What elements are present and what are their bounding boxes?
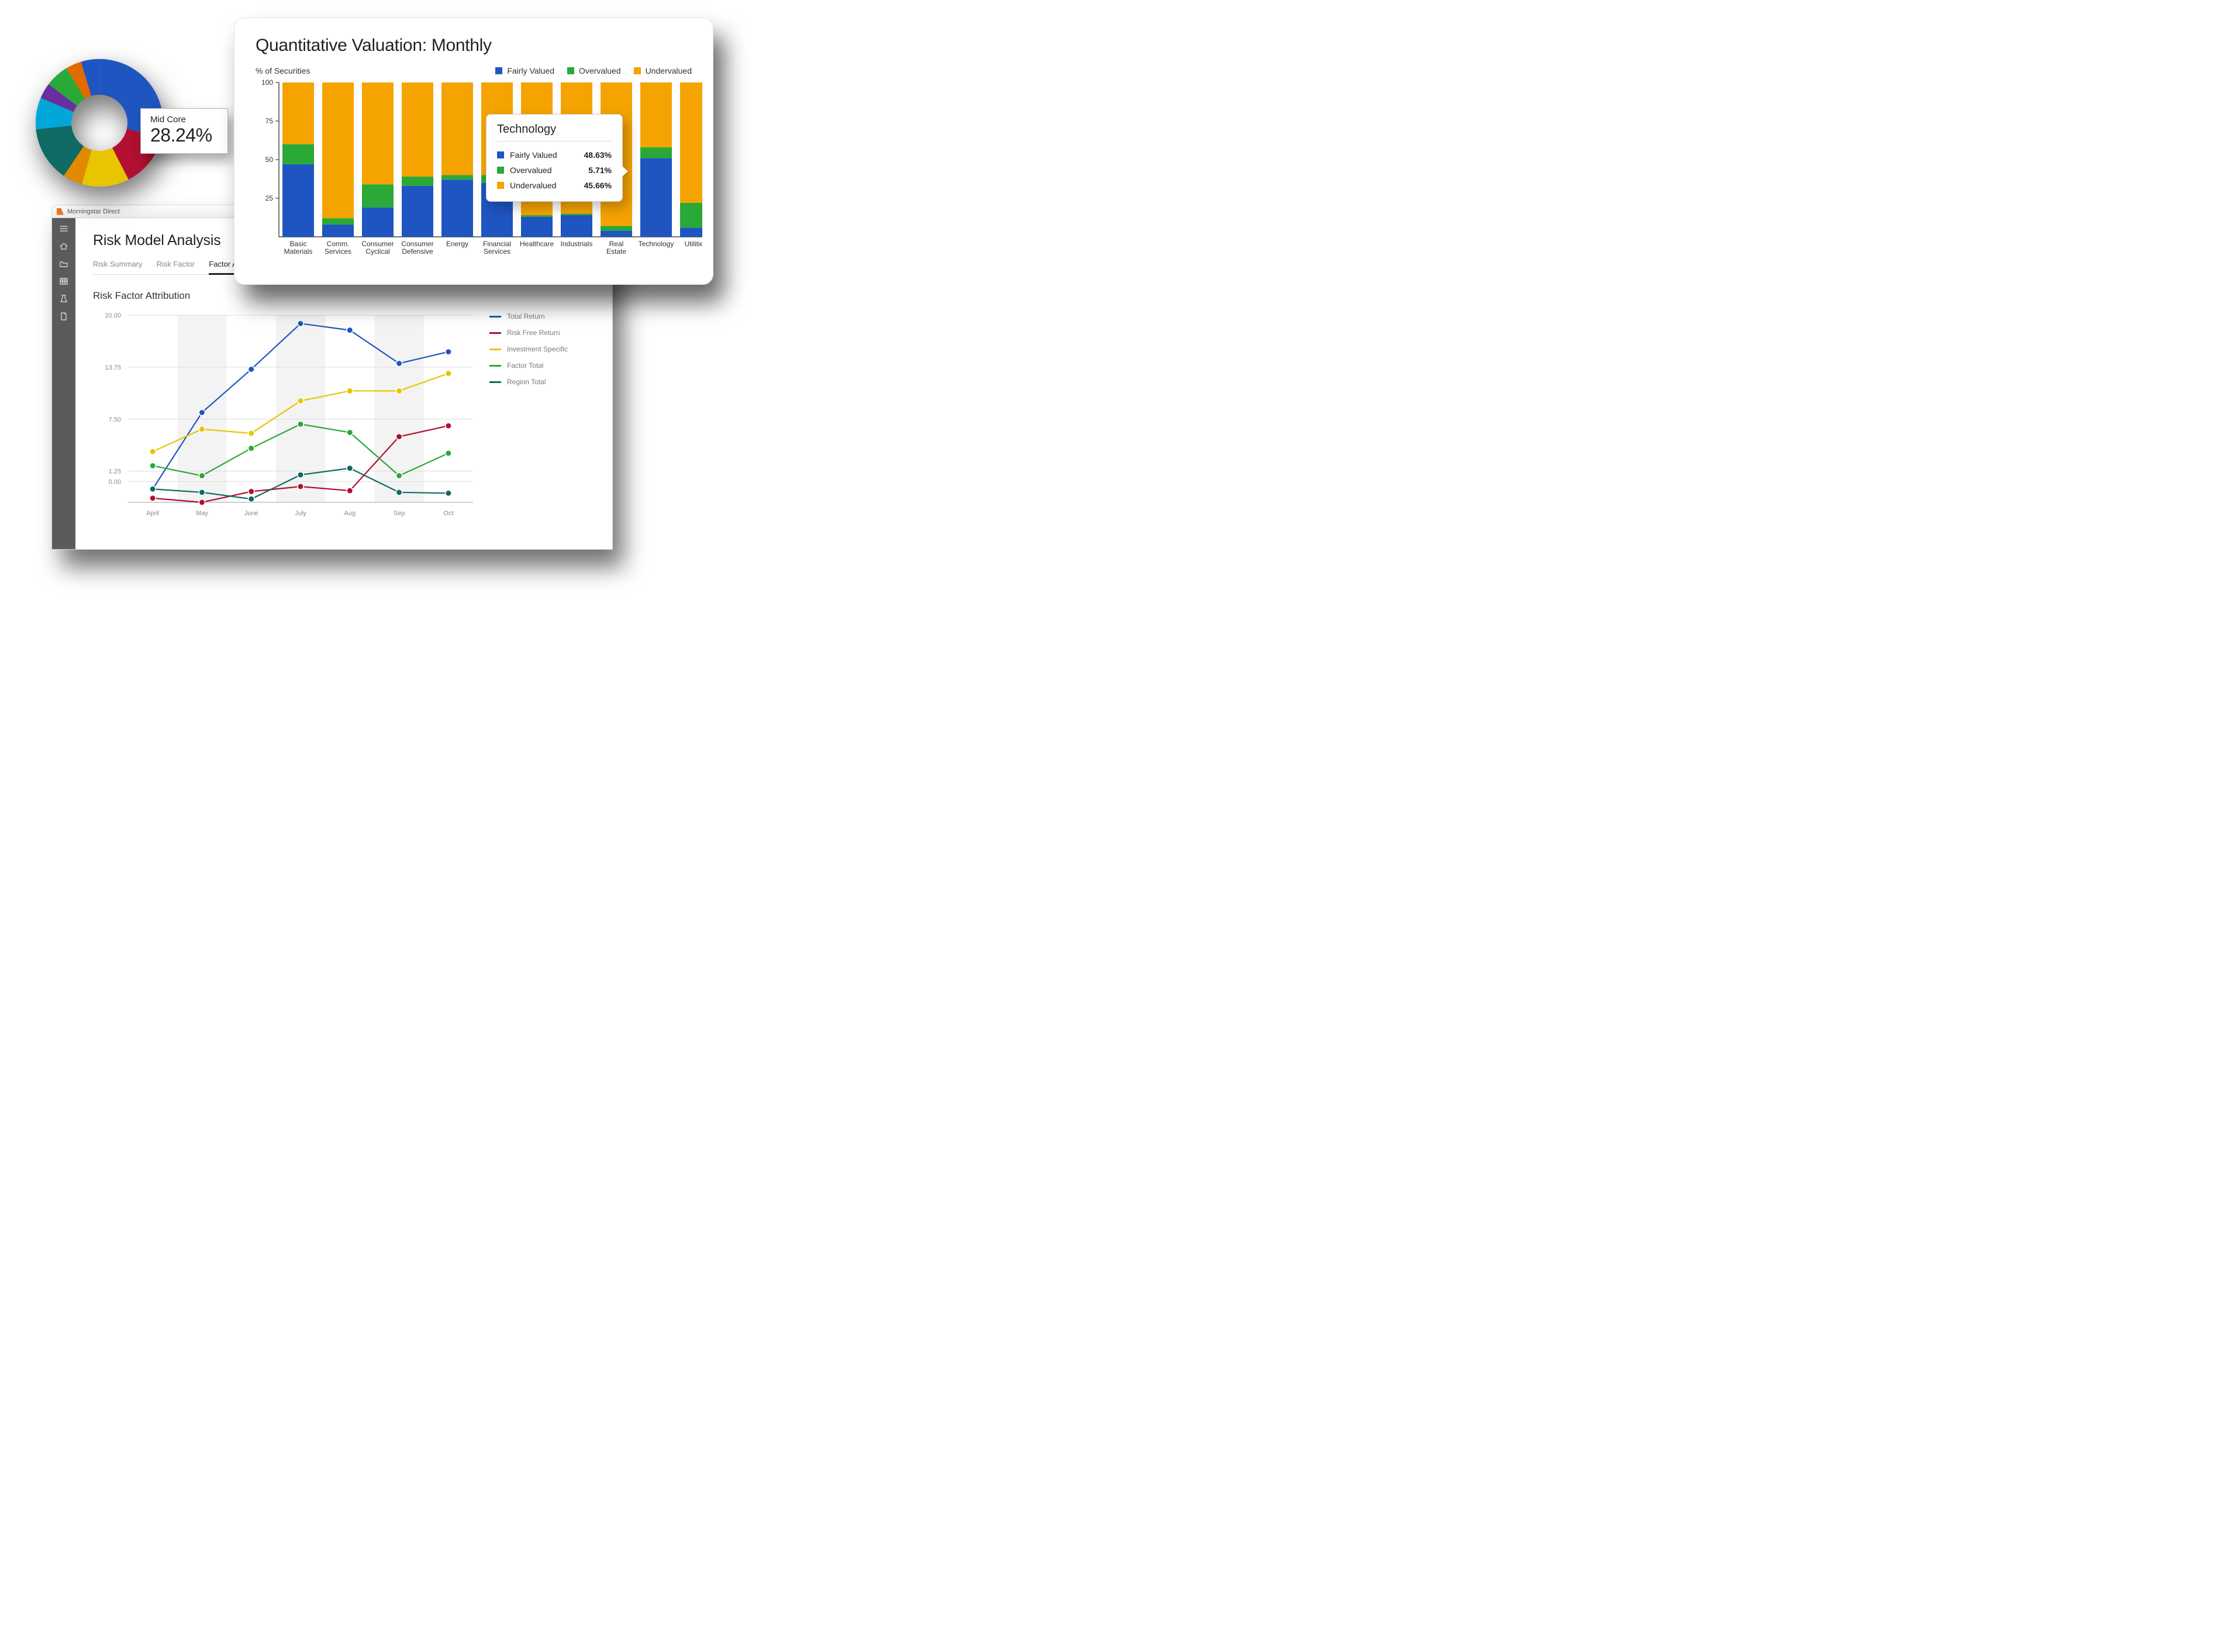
- svg-text:Consumer: Consumer: [361, 240, 394, 248]
- svg-text:20.00: 20.00: [105, 312, 121, 319]
- svg-text:Industrials: Industrials: [561, 240, 593, 248]
- legend-swatch: [489, 316, 501, 318]
- valuation-card: Quantitative Valuation: Monthly % of Sec…: [234, 18, 713, 285]
- tooltip-row: Overvalued 5.71%: [497, 163, 612, 178]
- svg-text:13.75: 13.75: [105, 364, 121, 371]
- svg-text:Sep: Sep: [394, 510, 405, 517]
- line-chart-legend: Total Return Risk Free Return Investment S…: [479, 306, 568, 534]
- legend-label: Fairly Valued: [507, 66, 554, 75]
- sidebar: [52, 218, 75, 549]
- tooltip-row-value: 5.71%: [588, 165, 612, 175]
- legend-item: Risk Free Return: [489, 329, 568, 337]
- legend-item: Region Total: [489, 378, 568, 386]
- svg-text:Healthcare: Healthcare: [520, 240, 554, 248]
- svg-text:Cyclical: Cyclical: [365, 247, 389, 256]
- legend-item: Investment Specific: [489, 345, 568, 353]
- tooltip-swatch: [497, 151, 504, 158]
- svg-text:May: May: [196, 510, 208, 517]
- svg-text:25: 25: [265, 194, 274, 202]
- tooltip-row-value: 48.63%: [584, 150, 612, 160]
- svg-text:Technology: Technology: [639, 240, 674, 248]
- tooltip-swatch: [497, 182, 504, 189]
- legend-item: Undervalued: [634, 66, 692, 75]
- svg-text:7.50: 7.50: [109, 416, 121, 423]
- tooltip-row: Undervalued 45.66%: [497, 178, 612, 193]
- legend-item: Factor Total: [489, 361, 568, 370]
- legend-item: Overvalued: [567, 66, 621, 75]
- flask-icon[interactable]: [59, 294, 68, 304]
- donut-chart: Mid Core 28.24%: [29, 53, 170, 193]
- tooltip-row-label: Overvalued: [510, 165, 552, 175]
- grid-icon[interactable]: [59, 277, 68, 286]
- morningstar-logo-icon: [57, 208, 64, 215]
- tooltip-row-label: Undervalued: [510, 181, 556, 190]
- y-axis-label: % of Securities: [256, 66, 310, 75]
- svg-text:Services: Services: [325, 247, 351, 256]
- svg-text:Utilities: Utilities: [685, 240, 702, 248]
- svg-text:Comm.: Comm.: [327, 240, 350, 248]
- svg-text:0.00: 0.00: [109, 478, 121, 485]
- donut-tooltip: Mid Core 28.24%: [140, 108, 228, 154]
- svg-text:Oct: Oct: [443, 510, 453, 517]
- section-title: Risk Factor Attribution: [93, 290, 595, 302]
- svg-text:Real: Real: [609, 240, 624, 248]
- legend-label: Factor Total: [507, 361, 543, 370]
- legend-label: Risk Free Return: [507, 329, 560, 337]
- tooltip-swatch: [497, 167, 504, 174]
- tooltip-row-label: Fairly Valued: [510, 150, 557, 160]
- svg-text:Consumer: Consumer: [401, 240, 433, 248]
- svg-text:Estate: Estate: [606, 247, 626, 256]
- legend-swatch: [489, 349, 501, 350]
- svg-text:Basic: Basic: [289, 240, 306, 248]
- legend-item: Fairly Valued: [495, 66, 554, 75]
- tooltip-row-value: 45.66%: [584, 181, 612, 190]
- stacked-bar-chart: 255075100BasicMaterialsComm.ServicesCons…: [256, 79, 702, 266]
- line-chart: 0.00 1.25 7.50 13.75 20.00 April May June July Au…: [93, 306, 479, 534]
- card-title: Quantitative Valuation: Monthly: [256, 36, 692, 56]
- svg-text:Materials: Materials: [284, 247, 313, 256]
- home-icon[interactable]: [59, 242, 68, 251]
- legend-label: Undervalued: [646, 66, 692, 75]
- svg-text:75: 75: [265, 117, 274, 125]
- svg-text:July: July: [295, 510, 306, 517]
- svg-text:1.25: 1.25: [109, 468, 121, 475]
- legend-swatch: [495, 67, 502, 74]
- legend-swatch: [567, 67, 574, 74]
- svg-text:Services: Services: [484, 247, 510, 256]
- svg-text:Aug: Aug: [344, 510, 356, 517]
- legend-swatch: [489, 332, 501, 334]
- legend-swatch: [489, 381, 501, 383]
- tooltip-row: Fairly Valued 48.63%: [497, 147, 612, 163]
- svg-text:50: 50: [265, 156, 274, 164]
- donut-tooltip-label: Mid Core: [150, 115, 218, 125]
- svg-text:June: June: [244, 510, 258, 517]
- legend-label: Overvalued: [579, 66, 621, 75]
- svg-text:Energy: Energy: [446, 240, 468, 248]
- tab-risk-factor[interactable]: Risk Factor: [157, 260, 195, 274]
- legend-label: Investment Specific: [507, 345, 568, 353]
- window-title: Morningstar Direct: [67, 208, 120, 215]
- legend-label: Region Total: [507, 378, 546, 386]
- folder-icon[interactable]: [59, 259, 68, 268]
- donut-tooltip-value: 28.24%: [150, 125, 218, 146]
- menu-icon[interactable]: [59, 224, 68, 233]
- doc-icon[interactable]: [59, 312, 68, 321]
- tab-risk-summary[interactable]: Risk Summary: [93, 260, 143, 274]
- legend-swatch: [634, 67, 641, 74]
- svg-text:Defensive: Defensive: [402, 247, 433, 256]
- svg-text:Financial: Financial: [483, 240, 511, 248]
- svg-text:100: 100: [261, 79, 273, 87]
- tooltip-title: Technology: [497, 123, 612, 142]
- legend-label: Total Return: [507, 312, 545, 320]
- stacked-chart-tooltip: Technology Fairly Valued 48.63% Overvalued…: [486, 114, 623, 202]
- svg-text:April: April: [146, 510, 159, 517]
- legend-swatch: [489, 365, 501, 367]
- stacked-chart-legend: Fairly Valued Overvalued Undervalued: [495, 66, 692, 75]
- legend-item: Total Return: [489, 312, 568, 320]
